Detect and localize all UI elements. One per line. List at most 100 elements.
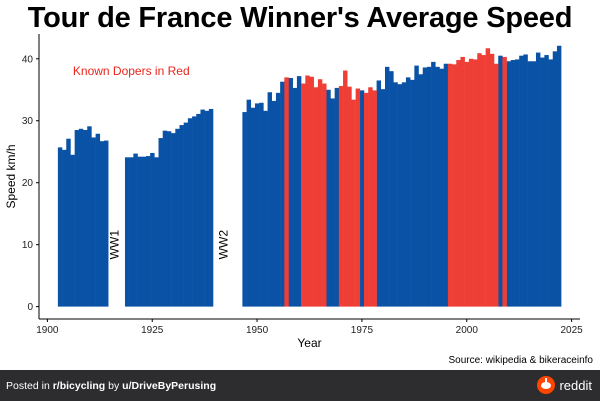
bar [104,140,109,307]
bar [95,133,101,307]
bar [519,55,524,307]
bar [288,77,293,307]
reddit-brand[interactable]: reddit [537,376,592,394]
bar [372,90,377,307]
bar [552,51,558,307]
bar [99,141,105,307]
bar [347,86,352,307]
bar [389,71,394,307]
bar [514,59,520,307]
bar [158,138,163,307]
bar [124,157,130,307]
bar [397,84,403,307]
bar [296,76,302,307]
bar [263,110,268,307]
user-link[interactable]: u/DriveByPerusing [122,380,217,392]
bar [481,55,486,307]
bar [540,57,545,307]
bar [426,66,432,307]
bar [57,147,63,307]
subreddit-link[interactable]: r/bicycling [52,380,106,392]
bar [460,56,465,307]
bar [556,45,562,307]
war-label: WW2 [217,230,231,260]
bar [254,103,260,307]
y-tick-label: 40 [22,54,34,65]
x-tick-label: 1925 [141,325,164,336]
war-label: WW1 [108,230,122,260]
bar [267,92,273,307]
bar [485,48,491,307]
bar [87,126,92,307]
bar [368,87,373,307]
posted-by: by [105,380,123,392]
bar [309,76,314,307]
bar [129,157,134,307]
y-tick-label: 0 [27,302,33,313]
bar [196,113,201,307]
bar [326,89,331,307]
bar [334,87,340,307]
bar [494,63,499,307]
bar [141,156,147,307]
bar [204,110,210,307]
bar [435,66,440,307]
bar [192,116,197,307]
bar [271,100,277,307]
bar [447,63,453,307]
bar [145,156,151,307]
bar [292,87,298,307]
y-axis-label: Speed km/h [4,144,18,208]
x-tick-label: 1975 [351,325,374,336]
bar [405,77,411,307]
bar [422,67,428,307]
y-tick-label: 20 [22,178,34,189]
x-tick-label: 1900 [36,325,59,336]
chart-plot: 0 10 20 30 40 1900 1925 1950 1975 2000 2025 Year Spe… [4,34,593,366]
bar [414,65,419,307]
bar [242,112,247,307]
bar [83,130,88,307]
bar [322,83,327,307]
bar [150,152,155,307]
bar [338,86,344,307]
bar [200,109,205,307]
bar [133,153,138,307]
bar [502,56,507,307]
reddit-wordmark: reddit [559,377,592,393]
bar [527,61,533,307]
bar [548,59,553,307]
reddit-footer: Posted in r/bicycling by u/DriveByPerusi… [0,370,600,401]
bar [456,60,461,307]
bar [208,108,214,307]
bar [380,89,386,307]
bar [535,52,541,307]
bar [91,137,96,307]
bar [473,59,478,307]
posted-prefix: Posted in [6,380,53,392]
bar [259,102,264,307]
bar [351,99,356,307]
bar [280,81,285,307]
bar [250,107,256,307]
bar [418,74,423,307]
bar [330,98,335,307]
bar [464,61,470,307]
bar [317,79,323,307]
annotation-text: Known Dopers in Red [73,64,190,78]
bar [443,63,449,307]
bar [305,75,310,307]
bar [162,130,168,307]
x-axis-label: Year [297,336,321,350]
bar [275,92,281,307]
bar [477,53,482,307]
bar [498,55,503,307]
bar [66,138,71,307]
bar [410,79,415,307]
x-tick-label: 2000 [456,325,479,336]
bar [452,64,457,307]
bar [313,87,319,307]
x-tick-label: 2025 [560,325,583,336]
bar [301,83,306,307]
bar [364,92,369,307]
